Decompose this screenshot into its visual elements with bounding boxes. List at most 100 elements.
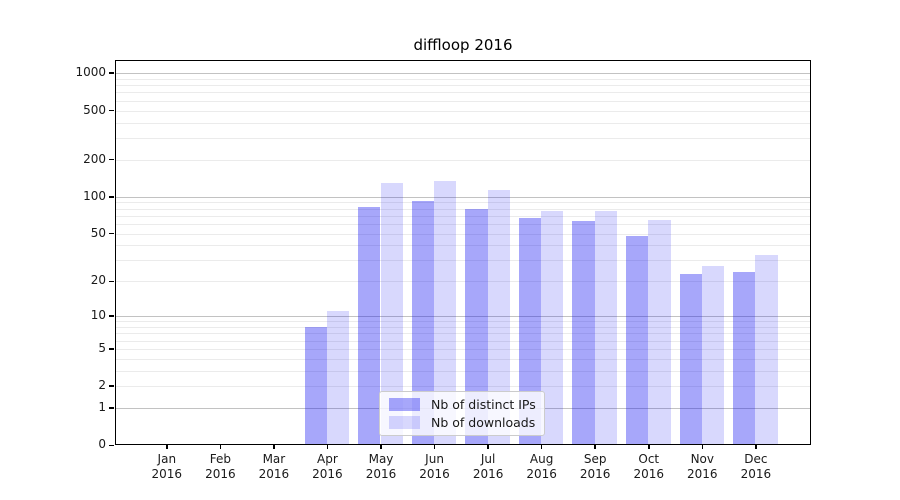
x-tick-label-jul: Jul 2016	[472, 452, 504, 481]
y-tick-label: 10	[90, 308, 106, 323]
y-tick-mark	[109, 109, 114, 112]
x-tick-mark	[594, 445, 596, 449]
legend-label-downloads: Nb of downloads	[431, 415, 536, 430]
x-tick-label-sep: Sep 2016	[579, 452, 611, 481]
bar-sep-distinct-ips	[572, 221, 595, 445]
gridline-minor	[115, 370, 811, 372]
y-tick-label: 500	[83, 102, 106, 117]
x-tick-mark	[326, 445, 329, 449]
bar-apr-downloads	[326, 311, 350, 445]
y-tick-label: 1000	[75, 65, 106, 80]
gridline-minor	[115, 358, 811, 360]
gridline-minor	[115, 137, 811, 139]
y-tick-mark	[109, 407, 114, 409]
bar-jun-downloads	[434, 181, 457, 445]
x-tick-mark	[166, 445, 168, 449]
gridline-minor	[115, 202, 811, 204]
gridline-minor	[115, 321, 811, 323]
gridline-minor	[115, 122, 811, 124]
x-tick-label-feb: Feb 2016	[205, 452, 236, 481]
bar-oct-distinct-ips	[625, 235, 649, 445]
legend-item-downloads: Nb of downloads	[389, 415, 535, 430]
y-tick-mark	[109, 348, 114, 350]
gridline-minor	[115, 92, 811, 94]
y-tick-mark	[109, 72, 114, 74]
y-tick-mark	[109, 385, 114, 387]
y-tick-mark	[109, 196, 114, 198]
gridline-minor	[115, 386, 811, 388]
bar-nov-downloads	[701, 265, 725, 445]
y-tick-mark	[109, 315, 114, 317]
y-tick-mark	[109, 444, 114, 447]
x-tick-mark	[755, 445, 757, 449]
gridline-minor	[115, 245, 811, 247]
bar-jul-downloads	[487, 189, 510, 445]
bar-dec-downloads	[755, 255, 778, 445]
bar-dec-distinct-ips	[733, 271, 756, 445]
x-tick-label-may: May 2016	[365, 452, 397, 481]
gridline-minor	[115, 281, 811, 283]
bar-aug-distinct-ips	[518, 218, 542, 445]
x-tick-label-nov: Nov 2016	[687, 452, 718, 481]
bar-apr-distinct-ips	[304, 326, 327, 445]
gridline-minor	[115, 333, 811, 335]
gridline-minor	[115, 215, 811, 217]
legend-label-distinct-ips: Nb of distinct IPs	[431, 397, 536, 412]
bar-jul-distinct-ips	[465, 208, 488, 445]
x-tick-mark	[487, 445, 489, 449]
y-tick-label: 100	[83, 188, 106, 203]
x-tick-label-aug: Aug 2016	[526, 452, 557, 481]
legend-item-distinct-ips: Nb of distinct IPs	[389, 397, 536, 412]
y-tick-mark	[109, 232, 114, 235]
gridline-minor	[115, 100, 811, 102]
bar-may-distinct-ips	[358, 206, 381, 445]
x-tick-mark	[540, 445, 543, 449]
bar-nov-distinct-ips	[679, 274, 702, 445]
bar-aug-downloads	[541, 211, 564, 445]
y-tick-label: 50	[90, 225, 106, 240]
gridline-minor	[115, 78, 811, 80]
x-tick-mark	[648, 445, 650, 449]
gridline-major	[115, 73, 811, 75]
x-tick-mark	[433, 445, 436, 449]
x-tick-label-oct: Oct 2016	[633, 452, 665, 481]
gridline-minor	[115, 233, 811, 235]
bar-oct-downloads	[648, 219, 671, 445]
gridline-major	[115, 196, 811, 198]
bar-jun-distinct-ips	[411, 201, 435, 445]
y-tick-label: 5	[98, 340, 106, 355]
x-tick-label-jan: Jan 2016	[151, 452, 183, 481]
y-tick-label: 1	[98, 399, 106, 414]
gridline-minor	[115, 223, 811, 225]
gridline-minor	[115, 85, 811, 87]
gridline-minor	[115, 208, 811, 210]
x-tick-mark	[380, 445, 382, 449]
x-tick-label-mar: Mar 2016	[258, 452, 290, 481]
y-tick-mark	[109, 158, 114, 161]
chart-title: diffloop 2016	[413, 36, 513, 54]
x-tick-label-jun: Jun 2016	[419, 452, 450, 481]
y-tick-label: 20	[90, 273, 106, 288]
x-tick-label-apr: Apr 2016	[312, 452, 343, 481]
x-tick-mark	[273, 445, 275, 449]
legend-swatch-downloads	[389, 416, 420, 429]
gridline-minor	[115, 110, 811, 112]
gridline-minor	[115, 340, 811, 342]
x-tick-label-dec: Dec 2016	[740, 452, 772, 481]
gridline-major	[115, 316, 811, 318]
gridline-minor	[115, 260, 811, 262]
y-tick-label: 2	[98, 378, 106, 393]
legend-swatch-distinct-ips	[389, 398, 420, 411]
y-tick-mark	[109, 280, 114, 283]
bar-may-downloads	[380, 183, 403, 445]
gridline-minor	[115, 159, 811, 161]
y-tick-label: 200	[83, 151, 106, 166]
gridline-minor	[115, 326, 811, 328]
legend: Nb of distinct IPs Nb of downloads	[379, 391, 545, 436]
x-tick-mark	[219, 445, 222, 449]
gridline-minor	[115, 348, 811, 350]
y-tick-label: 0	[98, 437, 106, 452]
x-tick-mark	[701, 445, 704, 449]
bar-sep-downloads	[594, 211, 617, 445]
